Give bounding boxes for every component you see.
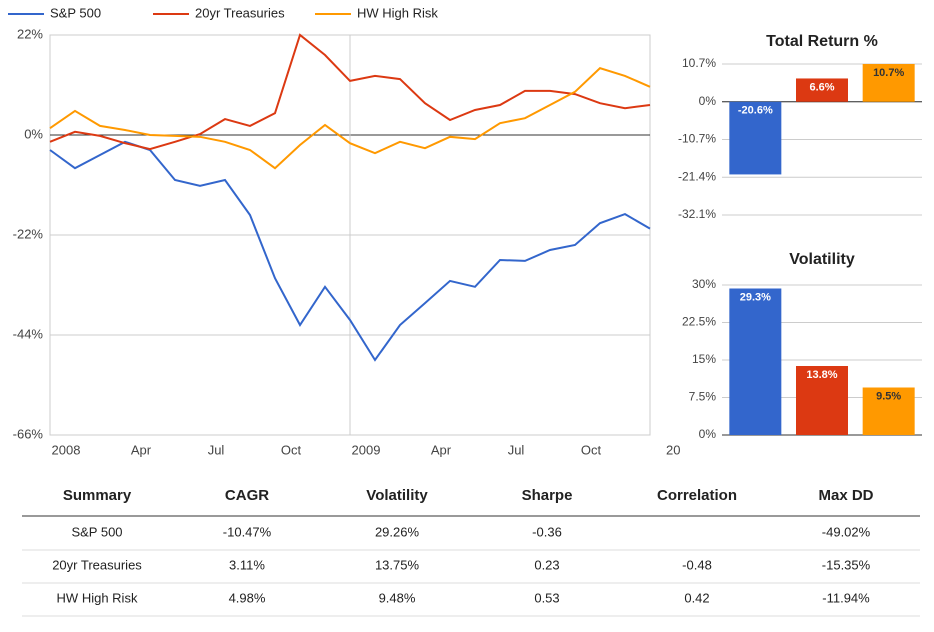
table-header: Max DD [818,487,873,504]
table-header: Sharpe [522,487,573,504]
x-tick-label: Apr [131,442,152,457]
value-label: -20.6% [738,105,773,117]
y-tick-label: 0% [699,427,717,441]
table-header: CAGR [225,487,269,504]
table-cell: S&P 500 [71,524,122,539]
table-cell: 20yr Treasuries [52,557,142,572]
x-tick-label: 2008 [52,442,81,457]
x-tick-label: Jul [508,442,525,457]
table-cell: -10.47% [223,524,272,539]
legend-label: 20yr Treasuries [195,5,285,20]
bar [796,78,848,102]
table-cell: -15.35% [822,557,871,572]
value-label: 10.7% [873,67,904,79]
table-cell: -49.02% [822,524,871,539]
table-cell: 9.48% [379,590,416,605]
table-cell: HW High Risk [57,590,138,605]
y-tick-label: 22% [17,26,43,41]
y-tick-label: -22% [13,226,44,241]
x-tick-label: Oct [281,442,302,457]
table-cell: 0.23 [534,557,559,572]
value-label: 13.8% [806,369,837,381]
y-tick-label: -66% [13,426,44,441]
x-tick-label: Jul [208,442,225,457]
bar [862,64,915,102]
value-label: 29.3% [740,291,771,303]
table-cell: -11.94% [822,590,870,605]
bar [796,366,848,435]
series-line [49,33,651,151]
y-tick-label: -44% [13,326,44,341]
chart-title: Volatility [789,251,855,268]
table-cell: 13.75% [375,557,420,572]
value-label: 9.5% [876,390,901,402]
y-tick-label: 0% [699,94,717,108]
table-cell: 4.98% [229,590,266,605]
legend-label: HW High Risk [357,5,438,20]
table-header: Summary [63,487,132,504]
x-tick-label: 2009 [352,442,381,457]
y-tick-label: 15% [692,352,716,366]
table-cell: -0.36 [532,524,562,539]
y-tick-label: 30% [692,277,716,291]
table-cell: 3.11% [229,557,265,572]
x-tick-label: Oct [581,442,602,457]
y-tick-label: 22.5% [682,315,716,329]
bar [862,387,915,435]
y-tick-label: -21.4% [678,169,716,183]
y-tick-label: 7.5% [689,390,717,404]
x-tick-label: Apr [431,442,452,457]
legend-label: S&P 500 [50,5,101,20]
y-tick-label: -10.7% [678,132,716,146]
y-tick-label: 10.7% [682,56,716,70]
chart-title: Total Return % [766,33,878,50]
bar [729,288,782,435]
table-cell: 0.42 [684,590,709,605]
series-line [49,67,651,170]
table-header: Volatility [366,487,428,504]
x-tick-label: 20 [666,442,680,457]
bar [729,101,782,175]
table-cell: -0.48 [682,557,712,572]
table-cell: 29.26% [375,524,420,539]
table-header: Correlation [657,487,737,504]
y-tick-label: -32.1% [678,207,716,221]
y-tick-label: 0% [24,126,43,141]
table-cell: 0.53 [534,590,559,605]
value-label: 6.6% [809,81,834,93]
